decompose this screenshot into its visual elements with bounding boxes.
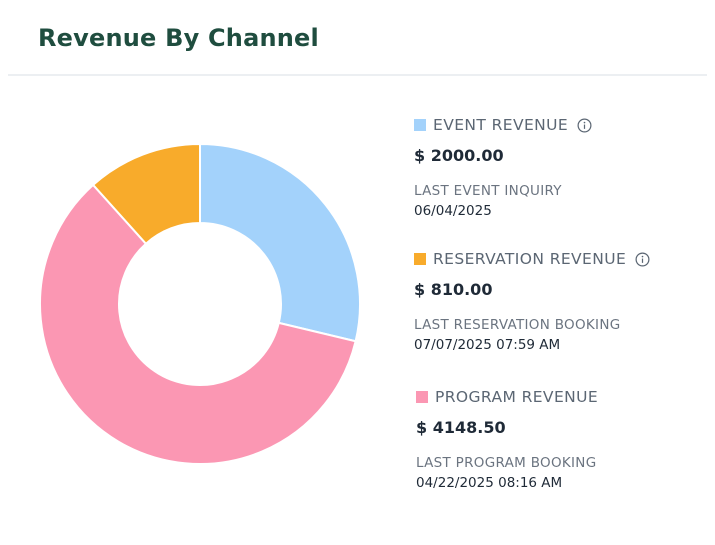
program-revenue-swatch (416, 391, 428, 403)
event-revenue-label: EVENT REVENUE (433, 116, 569, 134)
donut-chart (39, 142, 361, 465)
info-icon[interactable] (577, 118, 592, 133)
last-reservation-booking-label: LAST RESERVATION BOOKING (414, 317, 621, 333)
event-revenue-swatch (414, 119, 426, 131)
legend-item-reservation-revenue: RESERVATION REVENUE $ 810.00 LAST RESERV… (414, 248, 650, 353)
reservation-revenue-swatch (414, 253, 426, 265)
program-revenue-value: $ 4148.50 (416, 418, 506, 437)
event-revenue-value: $ 2000.00 (414, 146, 504, 165)
last-reservation-booking-date: 07/07/2025 07:59 AM (414, 337, 561, 353)
divider (8, 74, 707, 76)
reservation-revenue-value: $ 810.00 (414, 280, 493, 299)
info-icon[interactable] (635, 252, 650, 267)
donut-slice-event-revenue[interactable] (199, 142, 361, 343)
last-program-booking-date: 04/22/2025 08:16 AM (416, 475, 563, 491)
last-program-booking-label: LAST PROGRAM BOOKING (416, 455, 597, 471)
legend-item-event-revenue: EVENT REVENUE $ 2000.00 LAST EVENT INQUI… (414, 114, 592, 219)
card-title: Revenue By Channel (38, 24, 319, 52)
program-revenue-label: PROGRAM REVENUE (435, 388, 599, 406)
last-event-inquiry-label: LAST EVENT INQUIRY (414, 183, 562, 199)
last-event-inquiry-date: 06/04/2025 (414, 203, 492, 219)
donut-slice-program-revenue[interactable] (39, 183, 357, 465)
donut-slice-reservation-revenue[interactable] (91, 142, 201, 246)
legend-item-program-revenue: PROGRAM REVENUE $ 4148.50 LAST PROGRAM B… (416, 386, 598, 491)
reservation-revenue-label: RESERVATION REVENUE (433, 250, 627, 268)
